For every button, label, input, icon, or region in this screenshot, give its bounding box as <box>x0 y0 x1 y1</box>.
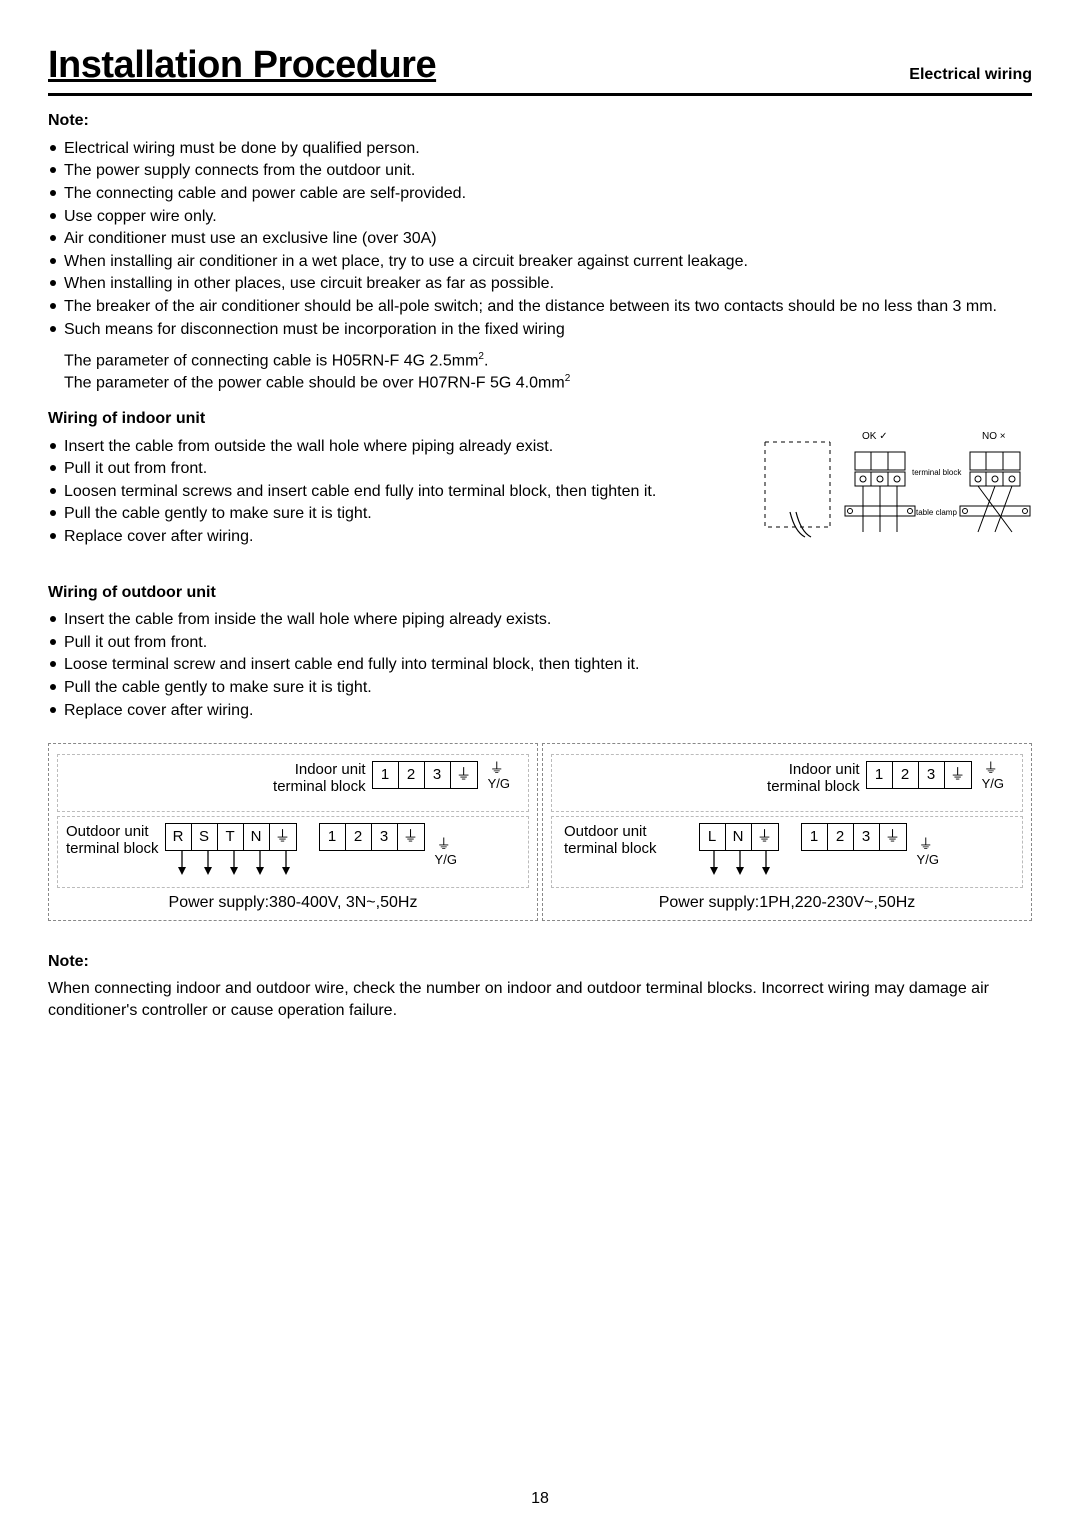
diagram-1phase: Indoor unitterminal block 1 2 3 ⏚ ⏚ Y/G … <box>542 743 1032 921</box>
diagram-3phase: Indoor unitterminal block 1 2 3 ⏚ ⏚ Y/G … <box>48 743 538 921</box>
cable-parameters: The parameter of connecting cable is H05… <box>48 350 1032 394</box>
no-label: NO × <box>982 430 1006 444</box>
cable-param-2: The parameter of the power cable should … <box>64 374 565 391</box>
ground-icon: ⏚ <box>437 837 451 851</box>
yg-label: Y/G <box>488 775 510 793</box>
step-item: Insert the cable from outside the wall h… <box>48 436 688 458</box>
wiring-diagrams: Indoor unitterminal block 1 2 3 ⏚ ⏚ Y/G … <box>48 743 1032 921</box>
terminal-block-label: terminal block <box>912 468 961 479</box>
cable-param-1: The parameter of connecting cable is H05… <box>64 353 478 370</box>
outdoor-comm-terminals: 1 2 3 ⏚ <box>319 823 425 851</box>
note-item: Use copper wire only. <box>48 206 1032 228</box>
arrows-down <box>704 851 794 875</box>
ground-icon: ⏚ <box>945 762 971 788</box>
ground-icon: ⏚ <box>451 762 477 788</box>
step-item: Loosen terminal screws and insert cable … <box>48 481 688 503</box>
power-supply-label: Power supply:380-400V, 3N~,50Hz <box>57 892 529 914</box>
indoor-block-label: Indoor unitterminal block <box>767 761 860 796</box>
indoor-terminals: 1 2 3 ⏚ <box>372 761 478 789</box>
page-title: Installation Procedure <box>48 40 436 91</box>
indoor-terminals: 1 2 3 ⏚ <box>866 761 972 789</box>
step-item: Replace cover after wiring. <box>48 526 688 548</box>
ground-icon: ⏚ <box>270 824 296 850</box>
arrows-down <box>172 851 312 875</box>
step-item: Insert the cable from inside the wall ho… <box>48 609 1032 631</box>
note-item: The power supply connects from the outdo… <box>48 160 1032 182</box>
step-item: Pull it out from front. <box>48 632 1032 654</box>
step-item: Loose terminal screw and insert cable en… <box>48 654 1032 676</box>
step-item: Pull the cable gently to make sure it is… <box>48 677 1032 699</box>
footer-note-heading: Note: <box>48 951 1032 973</box>
note-item: When installing in other places, use cir… <box>48 273 1032 295</box>
outdoor-power-terminals: L N ⏚ <box>699 823 779 851</box>
note-item: The connecting cable and power cable are… <box>48 183 1032 205</box>
ground-icon: ⏚ <box>984 761 998 775</box>
yg-label: Y/G <box>917 851 939 869</box>
ground-icon: ⏚ <box>752 824 778 850</box>
ground-icon: ⏚ <box>490 761 504 775</box>
indoor-heading: Wiring of indoor unit <box>48 408 1032 430</box>
yg-label: Y/G <box>435 851 457 869</box>
ground-icon: ⏚ <box>398 824 424 850</box>
page-header: Installation Procedure Electrical wiring <box>48 40 1032 96</box>
ground-icon: ⏚ <box>919 837 933 851</box>
note-item: The breaker of the air conditioner shoul… <box>48 296 1032 318</box>
table-clamp-label: table clamp <box>916 508 957 519</box>
outdoor-comm-terminals: 1 2 3 ⏚ <box>801 823 907 851</box>
page-number: 18 <box>0 1488 1080 1510</box>
note-item: When installing air conditioner in a wet… <box>48 251 1032 273</box>
indoor-steps: Insert the cable from outside the wall h… <box>48 436 688 548</box>
indoor-block-label: Indoor unitterminal block <box>273 761 366 796</box>
step-item: Pull it out from front. <box>48 458 688 480</box>
notes-list: Electrical wiring must be done by qualif… <box>48 138 1032 340</box>
footer-note-text: When connecting indoor and outdoor wire,… <box>48 978 1032 1021</box>
superscript: 2 <box>565 373 571 384</box>
section-label: Electrical wiring <box>909 64 1032 92</box>
outdoor-power-terminals: R S T N ⏚ <box>165 823 297 851</box>
indoor-row: Indoor unitterminal block 1 2 3 ⏚ ⏚ Y/G <box>57 754 529 812</box>
note-item: Air conditioner must use an exclusive li… <box>48 228 1032 250</box>
indoor-row: Indoor unitterminal block 1 2 3 ⏚ ⏚ Y/G <box>551 754 1023 812</box>
ground-icon: ⏚ <box>880 824 906 850</box>
outdoor-block-label: Outdoor unitterminal block <box>564 823 657 858</box>
outdoor-steps: Insert the cable from inside the wall ho… <box>48 609 1032 721</box>
note-item: Such means for disconnection must be inc… <box>48 319 1032 341</box>
outdoor-row: Outdoor unitterminal block R S T N ⏚ 1 2… <box>57 816 529 888</box>
outdoor-heading: Wiring of outdoor unit <box>48 582 1032 604</box>
outdoor-row: Outdoor unitterminal block L N ⏚ 1 2 3 ⏚… <box>551 816 1023 888</box>
step-item: Replace cover after wiring. <box>48 700 1032 722</box>
ok-label: OK ✓ <box>862 430 888 444</box>
diagram-svg <box>760 432 1040 552</box>
ok-no-diagram: OK ✓ NO × terminal block table clamp <box>760 432 1040 555</box>
outdoor-block-label: Outdoor unitterminal block <box>66 823 159 858</box>
power-supply-label: Power supply:1PH,220-230V~,50Hz <box>551 892 1023 914</box>
note-item: Electrical wiring must be done by qualif… <box>48 138 1032 160</box>
note-heading: Note: <box>48 110 1032 132</box>
yg-label: Y/G <box>982 775 1004 793</box>
step-item: Pull the cable gently to make sure it is… <box>48 503 688 525</box>
